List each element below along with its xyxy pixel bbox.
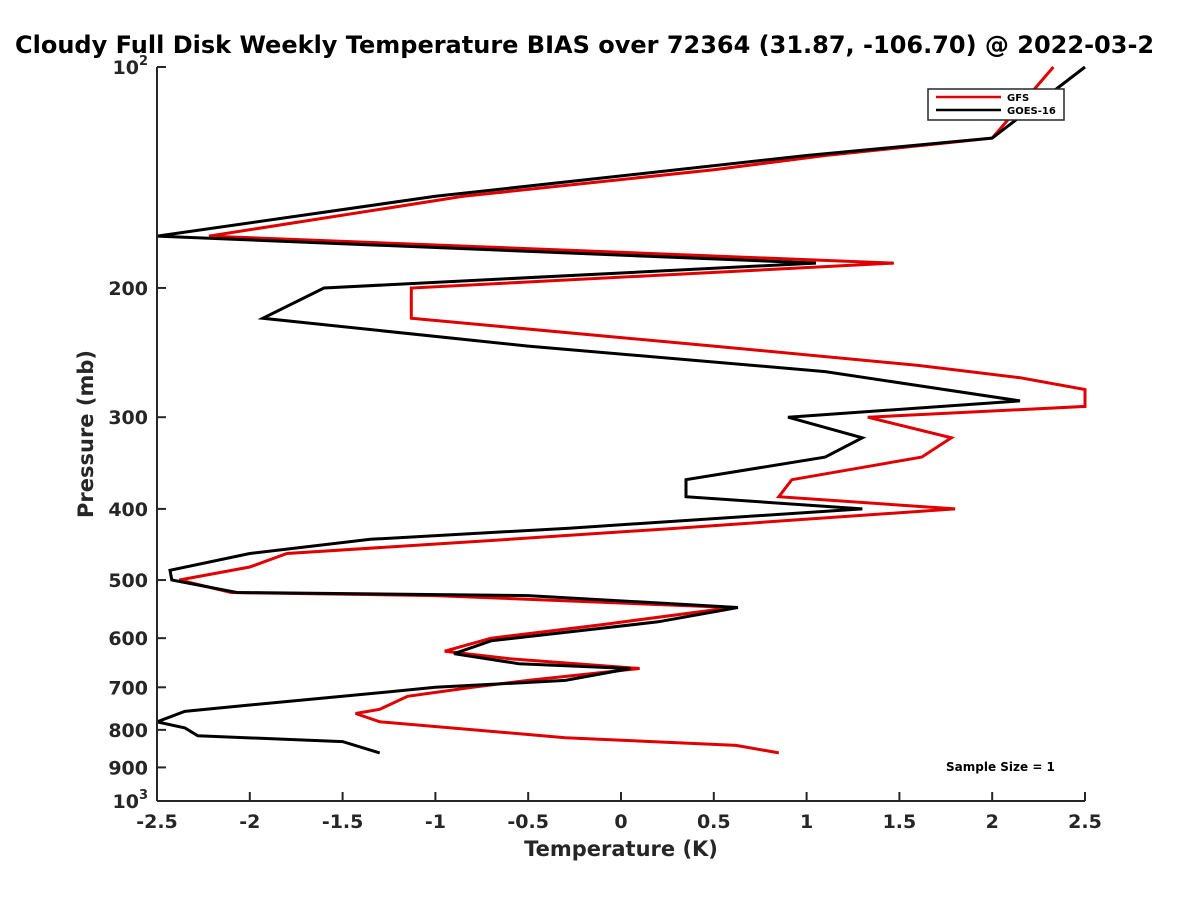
x-tick-label: -1.5 — [322, 811, 364, 833]
y-tick-label: 200 — [108, 278, 148, 300]
y-tick-label: 400 — [108, 499, 148, 521]
y-tick-label: 900 — [108, 757, 148, 779]
y-tick-label: 300 — [108, 407, 148, 429]
x-tick-label: 1.5 — [883, 811, 917, 833]
x-tick-label: -1 — [425, 811, 446, 833]
x-tick-label: -0.5 — [507, 811, 549, 833]
x-tick-label: 0.5 — [697, 811, 731, 833]
legend-label-gfs: GFS — [1007, 93, 1029, 104]
sample-size-annotation: Sample Size = 1 — [946, 760, 1055, 774]
series-layer — [157, 65, 1087, 755]
x-tick-label: 2.5 — [1068, 811, 1102, 833]
y-tick-label: 800 — [108, 720, 148, 742]
legend-box — [927, 88, 1065, 121]
y-tick-label: 500 — [108, 570, 148, 592]
legend-label-goes16: GOES-16 — [1007, 106, 1056, 117]
y-axis-label: Pressure (mb) — [74, 350, 98, 518]
y-ticks: 102 200 300 400 500 600 700 800 900 103 — [108, 54, 166, 813]
y-tick-label: 103 — [113, 788, 149, 813]
y-tick-label: 600 — [108, 628, 148, 650]
x-tick-label: -2.5 — [136, 811, 178, 833]
series-line-gfs — [178, 66, 1087, 755]
legend: GFS GOES-16 — [927, 88, 1065, 121]
x-tick-label: 2 — [986, 811, 999, 833]
y-tick-label: 700 — [108, 677, 148, 699]
x-ticks: -2.5 -2 -1.5 -1 -0.5 0 0.5 1 1.5 2 2.5 — [136, 792, 1102, 833]
x-tick-label: 0 — [614, 811, 627, 833]
x-axis-label: Temperature (K) — [524, 837, 718, 861]
x-tick-label: 1 — [800, 811, 813, 833]
y-tick-label: 102 — [113, 54, 149, 79]
chart-title: Cloudy Full Disk Weekly Temperature BIAS… — [15, 31, 1154, 59]
series-line-goes16 — [157, 65, 1086, 755]
x-tick-label: -2 — [239, 811, 260, 833]
